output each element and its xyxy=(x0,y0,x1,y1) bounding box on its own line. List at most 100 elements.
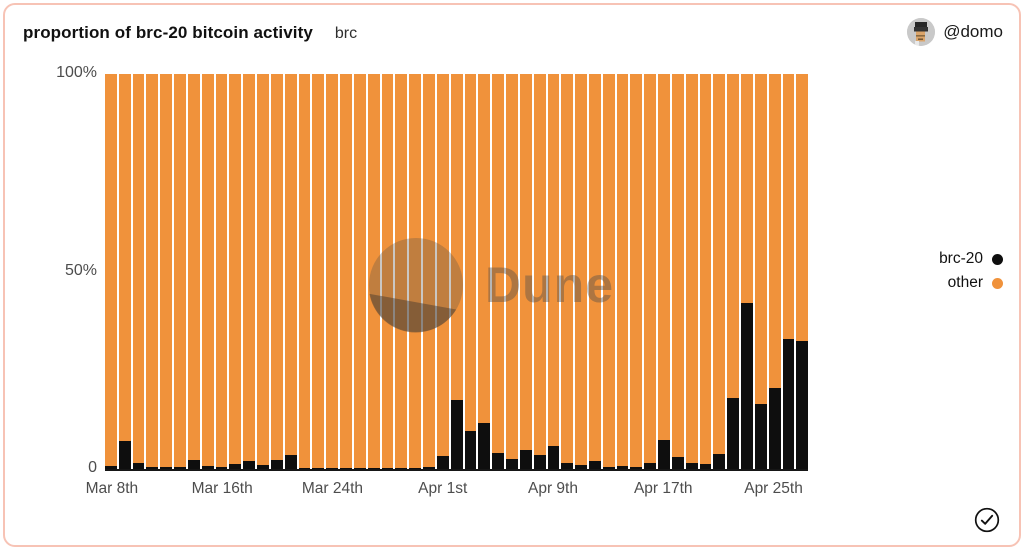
bar-segment-brc20 xyxy=(464,431,477,469)
bar-apr-18[interactable] xyxy=(671,74,684,469)
bar-apr-4[interactable] xyxy=(478,74,491,469)
bar-mar-8[interactable] xyxy=(105,74,117,469)
bar-segment-brc20 xyxy=(353,468,366,469)
bar-segment-brc20 xyxy=(713,453,726,469)
bar-apr-15[interactable] xyxy=(630,74,643,469)
bar-mar-18[interactable] xyxy=(243,74,256,469)
legend-item-other[interactable]: other xyxy=(939,274,1003,292)
bar-apr-20[interactable] xyxy=(699,74,712,469)
bar-mar-21[interactable] xyxy=(284,74,297,469)
bar-mar-15[interactable] xyxy=(201,74,214,469)
legend-dot-icon xyxy=(992,277,1003,289)
bar-apr-10[interactable] xyxy=(561,74,574,469)
y-axis-labels: 100% 50% 0 xyxy=(5,64,97,476)
bar-apr-25[interactable] xyxy=(768,74,781,469)
bar-apr-26[interactable] xyxy=(782,74,795,469)
bar-mar-27[interactable] xyxy=(367,74,380,469)
bar-mar-13[interactable] xyxy=(174,74,186,469)
bar-segment-brc20 xyxy=(146,467,159,469)
bar-mar-16[interactable] xyxy=(215,74,228,469)
bar-segment-brc20 xyxy=(105,466,117,469)
bar-mar-20[interactable] xyxy=(270,74,283,469)
bar-segment-brc20 xyxy=(754,403,767,469)
bar-segment-brc20 xyxy=(588,461,601,469)
bar-apr-5[interactable] xyxy=(492,74,505,469)
bar-segment-brc20 xyxy=(312,468,325,469)
bar-mar-22[interactable] xyxy=(298,74,311,469)
author-chip[interactable]: @domo xyxy=(907,18,1003,46)
x-tick-label: Apr 1st xyxy=(418,480,468,497)
bar-mar-17[interactable] xyxy=(229,74,242,469)
bar-mar-26[interactable] xyxy=(353,74,366,469)
bar-apr-7[interactable] xyxy=(519,74,532,469)
legend-item-brc-20[interactable]: brc-20 xyxy=(939,250,1003,268)
bar-mar-9[interactable] xyxy=(118,74,131,469)
bar-segment-brc20 xyxy=(367,468,380,469)
bar-mar-24[interactable] xyxy=(326,74,339,469)
bar-mar-29[interactable] xyxy=(395,74,408,469)
bar-segment-brc20 xyxy=(326,468,339,469)
bar-segment-brc20 xyxy=(575,465,587,469)
check-circle-icon[interactable] xyxy=(973,506,1001,534)
bar-segment-brc20 xyxy=(160,466,173,469)
bar-segment-brc20 xyxy=(685,463,698,469)
bar-segment-brc20 xyxy=(478,422,491,469)
legend-dot-icon xyxy=(992,253,1003,265)
bar-apr-23[interactable] xyxy=(741,74,753,469)
bar-apr-6[interactable] xyxy=(506,74,518,469)
bar-segment-brc20 xyxy=(257,465,269,469)
pixel-face-avatar-graphic xyxy=(907,18,936,46)
x-tick-label: Mar 24th xyxy=(301,480,364,497)
bar-segment-brc20 xyxy=(741,303,753,469)
legend-label: other xyxy=(947,274,983,291)
bar-mar-25[interactable] xyxy=(340,74,352,469)
bar-apr-12[interactable] xyxy=(588,74,601,469)
bar-segment-brc20 xyxy=(768,388,781,469)
bar-apr-24[interactable] xyxy=(754,74,767,469)
bar-apr-11[interactable] xyxy=(575,74,587,469)
bar-segment-brc20 xyxy=(298,467,311,469)
bar-segment-brc20 xyxy=(450,399,463,469)
bar-apr-21[interactable] xyxy=(713,74,726,469)
bar-segment-brc20 xyxy=(229,464,242,469)
bar-mar-28[interactable] xyxy=(381,74,394,469)
x-axis-labels: Mar 8th Mar 16th Mar 24th Apr 1st Apr 9th Apr… xyxy=(86,480,808,504)
bar-apr-27[interactable] xyxy=(796,74,809,469)
bar-segment-brc20 xyxy=(602,467,615,469)
bar-segment-brc20 xyxy=(187,460,200,469)
bar-segment-brc20 xyxy=(409,467,422,469)
bar-segment-brc20 xyxy=(782,338,795,469)
bar-mar-30[interactable] xyxy=(409,74,422,469)
bar-mar-19[interactable] xyxy=(257,74,269,469)
x-tick-label: Apr 25th xyxy=(744,480,803,497)
bar-apr-17[interactable] xyxy=(658,74,670,469)
y-tick-label: 50% xyxy=(64,261,97,279)
bar-mar-12[interactable] xyxy=(160,74,173,469)
bar-apr-22[interactable] xyxy=(727,74,740,469)
y-tick-label: 100% xyxy=(56,64,97,81)
bar-segment-brc20 xyxy=(243,460,256,469)
bar-apr-1[interactable] xyxy=(436,74,449,469)
bar-mar-10[interactable] xyxy=(132,74,145,469)
bar-mar-14[interactable] xyxy=(187,74,200,469)
bar-apr-13[interactable] xyxy=(602,74,615,469)
bar-segment-brc20 xyxy=(506,459,518,469)
bar-mar-31[interactable] xyxy=(423,74,435,469)
x-tick-label: Mar 16th xyxy=(191,480,253,497)
legend: brc-20 other xyxy=(939,250,1003,292)
author-handle[interactable]: @domo xyxy=(943,22,1003,41)
bar-segment-brc20 xyxy=(395,467,408,469)
bar-apr-8[interactable] xyxy=(533,74,546,469)
bar-apr-16[interactable] xyxy=(644,74,657,469)
bar-apr-19[interactable] xyxy=(685,74,698,469)
bar-apr-2[interactable] xyxy=(450,74,463,469)
bar-apr-9[interactable] xyxy=(547,74,560,469)
bars xyxy=(105,74,809,469)
bar-apr-14[interactable] xyxy=(616,74,629,469)
bar-mar-23[interactable] xyxy=(312,74,325,469)
header: proportion of brc-20 bitcoin activity br… xyxy=(23,23,357,43)
bar-apr-3[interactable] xyxy=(464,74,477,469)
bar-segment-brc20 xyxy=(533,455,546,469)
bar-segment-brc20 xyxy=(630,466,643,469)
bar-mar-11[interactable] xyxy=(146,74,159,469)
